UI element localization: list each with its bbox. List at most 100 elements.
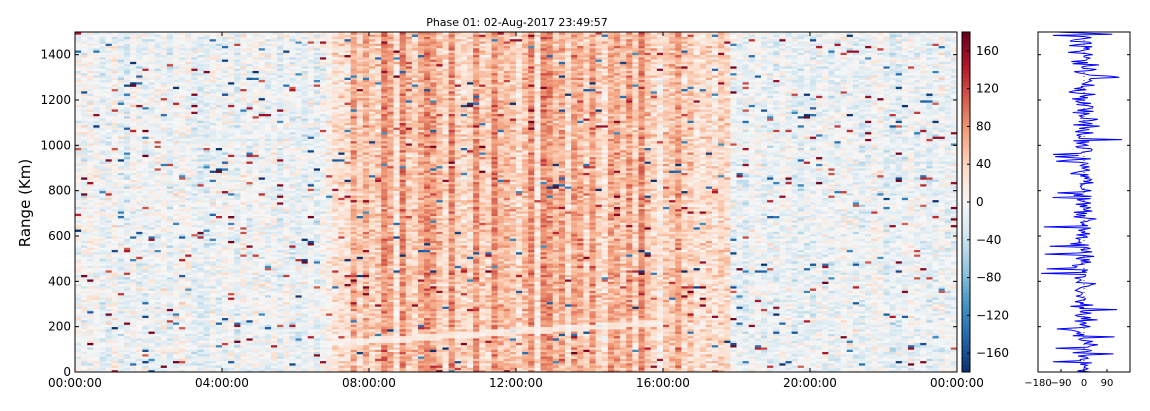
heatmap-cell [259, 129, 266, 132]
heatmap-cell [198, 52, 205, 55]
heatmap-cell [155, 202, 162, 205]
heatmap-cell [173, 109, 180, 112]
heatmap-cell [265, 148, 272, 151]
heatmap-cell [247, 120, 254, 123]
heatmap-cell [167, 347, 174, 350]
heatmap-cell [216, 272, 223, 275]
heatmap-cell [253, 136, 260, 139]
heatmap-cell [81, 352, 88, 355]
heatmap-cell [118, 39, 125, 42]
heatmap-cell [155, 263, 162, 266]
heatmap-cell [265, 39, 272, 42]
heatmap-cell [161, 168, 168, 171]
heatmap-cell [265, 197, 272, 200]
heatmap-cell [253, 197, 260, 200]
heatmap-cell [161, 270, 168, 273]
heatmap-cell [210, 333, 217, 336]
heatmap-cell [136, 231, 143, 234]
heatmap-cell [167, 102, 174, 105]
heatmap-cell [240, 331, 247, 334]
heatmap-cell [75, 177, 82, 180]
heatmap-cell [87, 75, 94, 78]
heatmap-cell [240, 222, 247, 225]
heatmap-cell [142, 107, 149, 110]
heatmap-cell [149, 102, 156, 105]
heatmap-cell [271, 290, 278, 293]
heatmap-cell [191, 86, 198, 89]
heatmap-cell [124, 191, 131, 194]
heatmap-cell [247, 277, 254, 280]
heatmap-cell [253, 231, 260, 234]
heatmap-cell [228, 109, 235, 112]
heatmap-cell [149, 182, 156, 185]
heatmap-cell [167, 143, 174, 146]
heatmap-cell [222, 245, 229, 248]
heatmap-cell [124, 48, 131, 51]
heatmap-cell [204, 34, 211, 37]
heatmap-cell [87, 218, 94, 221]
heatmap-cell [179, 216, 186, 219]
heatmap-cell [136, 127, 143, 130]
heatmap-cell [106, 333, 113, 336]
heatmap-cell [247, 41, 254, 44]
heatmap-cell [155, 75, 162, 78]
heatmap-cell [228, 202, 235, 205]
heatmap-cell [216, 209, 223, 212]
heatmap-cell [210, 41, 217, 44]
heatmap-cell [234, 331, 241, 334]
heatmap-cell [222, 89, 229, 92]
heatmap-cell [87, 182, 94, 185]
heatmap-cell [234, 333, 241, 336]
heatmap-cell [118, 136, 125, 139]
heatmap-cell [136, 290, 143, 293]
heatmap-cell [75, 46, 82, 49]
heatmap-cell [136, 313, 143, 316]
heatmap-cell [149, 256, 156, 259]
heatmap-cell [173, 188, 180, 191]
heatmap-cell [93, 304, 100, 307]
heatmap-cell [216, 170, 223, 173]
heatmap-cell [191, 82, 198, 85]
heatmap-cell [155, 270, 162, 273]
heatmap-cell [118, 89, 125, 92]
heatmap-cell [93, 256, 100, 259]
heatmap-cell [118, 324, 125, 327]
heatmap-cell [222, 191, 229, 194]
heatmap-cell [167, 95, 174, 98]
heatmap-cell [210, 197, 217, 200]
heatmap-cell [204, 127, 211, 130]
heatmap-cell [222, 177, 229, 180]
heatmap-cell [149, 39, 156, 42]
heatmap-cell [198, 48, 205, 51]
heatmap-cell [240, 252, 247, 255]
heatmap-cell [118, 123, 125, 126]
heatmap-cell [112, 168, 119, 171]
heatmap-cell [136, 191, 143, 194]
heatmap-cell [247, 141, 254, 144]
heatmap-cell [210, 306, 217, 309]
heatmap-cell [234, 86, 241, 89]
heatmap-cell [222, 304, 229, 307]
heatmap-cell [93, 259, 100, 262]
heatmap-cell [204, 188, 211, 191]
heatmap-cell [75, 256, 82, 259]
heatmap-cell [259, 345, 266, 348]
heatmap-cell [185, 318, 192, 321]
heatmap-cell [87, 313, 94, 316]
heatmap-cell [124, 238, 131, 241]
heatmap-cell [198, 150, 205, 153]
heatmap-cell [167, 306, 174, 309]
heatmap-cell [100, 95, 107, 98]
heatmap-cell [155, 272, 162, 275]
heatmap-cell [198, 182, 205, 185]
heatmap-cell [161, 318, 168, 321]
heatmap-cell [81, 367, 88, 370]
heatmap-cell [234, 367, 241, 370]
heatmap-cell [185, 73, 192, 76]
heatmap-cell [106, 231, 113, 234]
heatmap-cell [81, 229, 88, 232]
heatmap-cell [106, 354, 113, 357]
heatmap-cell [179, 338, 186, 341]
heatmap-cell [81, 279, 88, 282]
heatmap-cell [228, 250, 235, 253]
